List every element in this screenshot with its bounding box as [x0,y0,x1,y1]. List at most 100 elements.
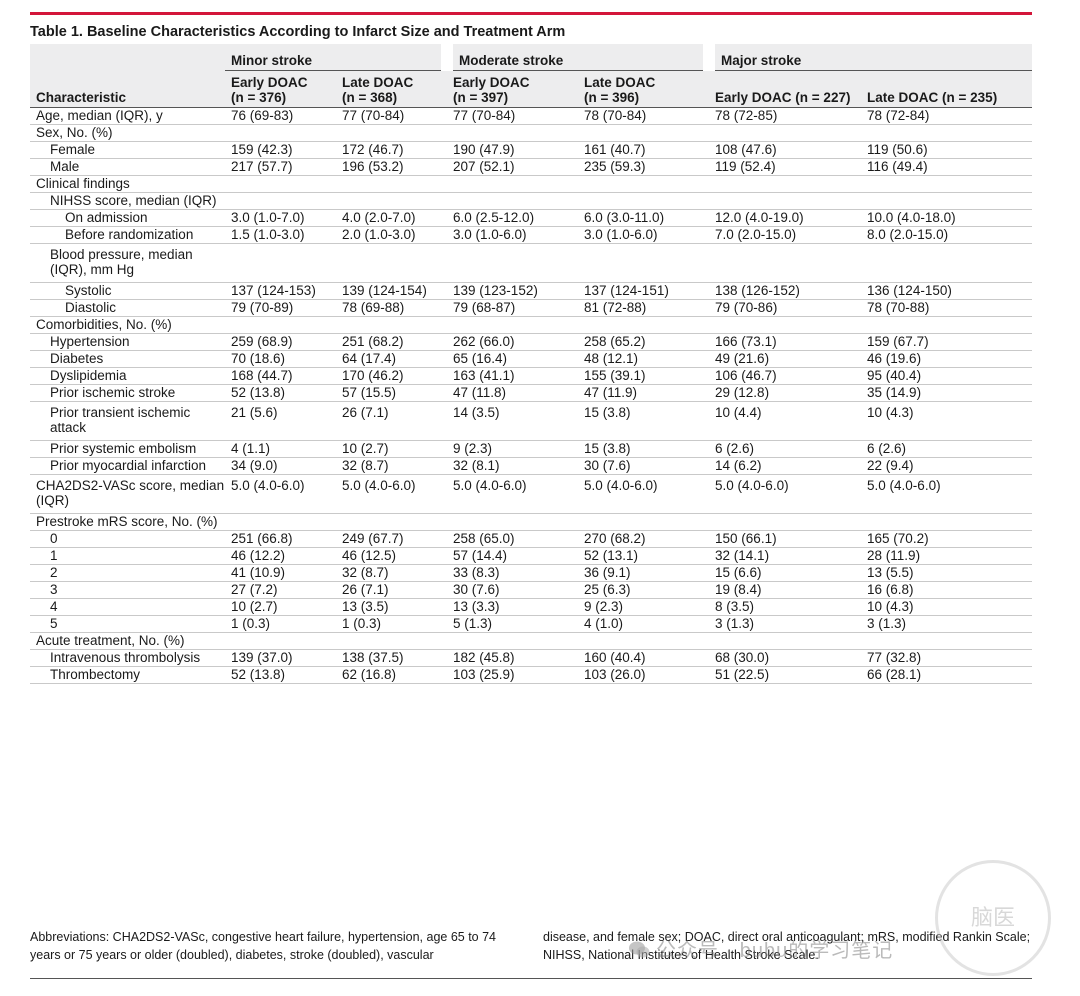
bottom-rule [30,978,1032,979]
row-label: Prior myocardial infarction [30,457,225,475]
table-cell: 251 (66.8) [225,530,336,548]
table-cell [225,175,336,193]
table-cell: 258 (65.0) [447,530,579,548]
watermark-seal: 脑医 [935,860,1051,976]
table-cell [861,632,1033,650]
table-cell: 28 (11.9) [861,547,1033,565]
table-row: 1 46 (12.2) 46 (12.5) 57 (14.4) 52 (13.1) 32 … [30,547,1033,565]
row-label: 2 [30,564,225,582]
table-cell: 119 (52.4) [709,158,862,176]
table-cell: 7.0 (2.0-15.0) [709,226,862,244]
table-cell: 159 (67.7) [861,333,1033,351]
table-cell: 196 (53.2) [336,158,448,176]
table-cell: 62 (16.8) [336,666,448,684]
table-row: NIHSS score, median (IQR) [30,192,1033,210]
baseline-table: Minor stroke Moderate stroke Major strok… [30,44,1033,684]
table-cell: 64 (17.4) [336,350,448,368]
table-cell: 78 (70-88) [861,299,1033,317]
table-row: CHA2DS2-VASc score, median (IQR) 5.0 (4.0… [30,474,1033,514]
table-row: Diastolic 79 (70-89) 78 (69-88) 79 (68-87) 8… [30,299,1033,317]
table-cell [861,513,1033,531]
table-cell: 49 (21.6) [709,350,862,368]
row-label: Dyslipidemia [30,367,225,385]
table-cell: 70 (18.6) [225,350,336,368]
table-cell: 13 (3.3) [447,598,579,616]
table-cell [447,124,579,142]
table-row: 0 251 (66.8) 249 (67.7) 258 (65.0) 270 (68.2… [30,530,1033,548]
wechat-icon [628,940,650,960]
table-cell: 207 (52.1) [447,158,579,176]
table-cell: 5.0 (4.0-6.0) [709,474,862,514]
row-label: Hypertension [30,333,225,351]
row-label: 3 [30,581,225,599]
table-cell: 136 (124-150) [861,282,1033,300]
table-cell [336,175,448,193]
table-cell: 3.0 (1.0-7.0) [225,209,336,227]
row-label: Blood pressure, median (IQR), mm Hg [30,243,225,283]
table-cell [447,316,579,334]
table-cell: 27 (7.2) [225,581,336,599]
table-cell: 26 (7.1) [336,581,448,599]
table-row: Dyslipidemia 168 (44.7) 170 (46.2) 163 (41.… [30,367,1033,385]
table-cell: 137 (124-151) [578,282,710,300]
table-cell [225,316,336,334]
table-cell [709,192,862,210]
table-cell: 13 (5.5) [861,564,1033,582]
table-body: Age, median (IQR), y 76 (69-83) 77 (70-84)… [30,107,1033,684]
watermark: 公众号 · bubu的学习笔记 [628,934,893,963]
table-cell: 163 (41.1) [447,367,579,385]
table-cell: 10 (4.3) [861,401,1033,441]
row-label: Female [30,141,225,159]
table-row: 2 41 (10.9) 32 (8.7) 33 (8.3) 36 (9.1) 15 (6.… [30,564,1033,582]
table-cell [861,316,1033,334]
table-cell: 270 (68.2) [578,530,710,548]
table-cell: 78 (70-84) [578,107,710,125]
table-cell [336,632,448,650]
table-cell: 9 (2.3) [447,440,579,458]
table-cell: 172 (46.7) [336,141,448,159]
table-cell: 150 (66.1) [709,530,862,548]
table-cell: 108 (47.6) [709,141,862,159]
table-row: Female 159 (42.3) 172 (46.7) 190 (47.9) 161 … [30,141,1033,159]
table-cell [225,632,336,650]
table-cell: 1 (0.3) [336,615,448,633]
table-cell: 14 (6.2) [709,457,862,475]
table-cell [578,192,710,210]
table-cell: 165 (70.2) [861,530,1033,548]
table-cell: 41 (10.9) [225,564,336,582]
row-label: Intravenous thrombolysis [30,649,225,667]
table-row: Systolic 137 (124-153) 139 (124-154) 139 (1… [30,282,1033,300]
table-cell: 5 (1.3) [447,615,579,633]
table-cell: 5.0 (4.0-6.0) [861,474,1033,514]
table-cell: 137 (124-153) [225,282,336,300]
col-header-minor-early: Early DOAC (n = 376) [225,70,336,108]
table-row: Prior systemic embolism 4 (1.1) 10 (2.7) 9 … [30,440,1033,458]
table-cell: 139 (123-152) [447,282,579,300]
row-label: CHA2DS2-VASc score, median (IQR) [30,474,225,514]
table-cell: 76 (69-83) [225,107,336,125]
table-cell: 2.0 (1.0-3.0) [336,226,448,244]
table-cell: 6 (2.6) [709,440,862,458]
table-row: Intravenous thrombolysis 139 (37.0) 138 (3… [30,649,1033,667]
group-header-minor: Minor stroke [225,44,448,71]
table-cell: 8.0 (2.0-15.0) [861,226,1033,244]
col-header-moderate-early: Early DOAC (n = 397) [447,70,579,108]
row-label: Prestroke mRS score, No. (%) [30,513,225,531]
table-cell: 1.5 (1.0-3.0) [225,226,336,244]
table-row: Before randomization 1.5 (1.0-3.0) 2.0 (1.… [30,226,1033,244]
table-title: Table 1. Baseline Characteristics Accord… [30,24,566,40]
table-cell: 249 (67.7) [336,530,448,548]
table-cell [578,316,710,334]
table-cell: 138 (126-152) [709,282,862,300]
table-cell: 5.0 (4.0-6.0) [578,474,710,514]
row-label: Comorbidities, No. (%) [30,316,225,334]
table-cell: 52 (13.1) [578,547,710,565]
table-cell: 95 (40.4) [861,367,1033,385]
table-row: Thrombectomy 52 (13.8) 62 (16.8) 103 (25.9)… [30,666,1033,684]
row-label: On admission [30,209,225,227]
table-cell: 16 (6.8) [861,581,1033,599]
table-cell [336,124,448,142]
col-header-minor-late: Late DOAC (n = 368) [336,70,448,108]
table-cell: 10 (4.3) [861,598,1033,616]
row-label: Thrombectomy [30,666,225,684]
